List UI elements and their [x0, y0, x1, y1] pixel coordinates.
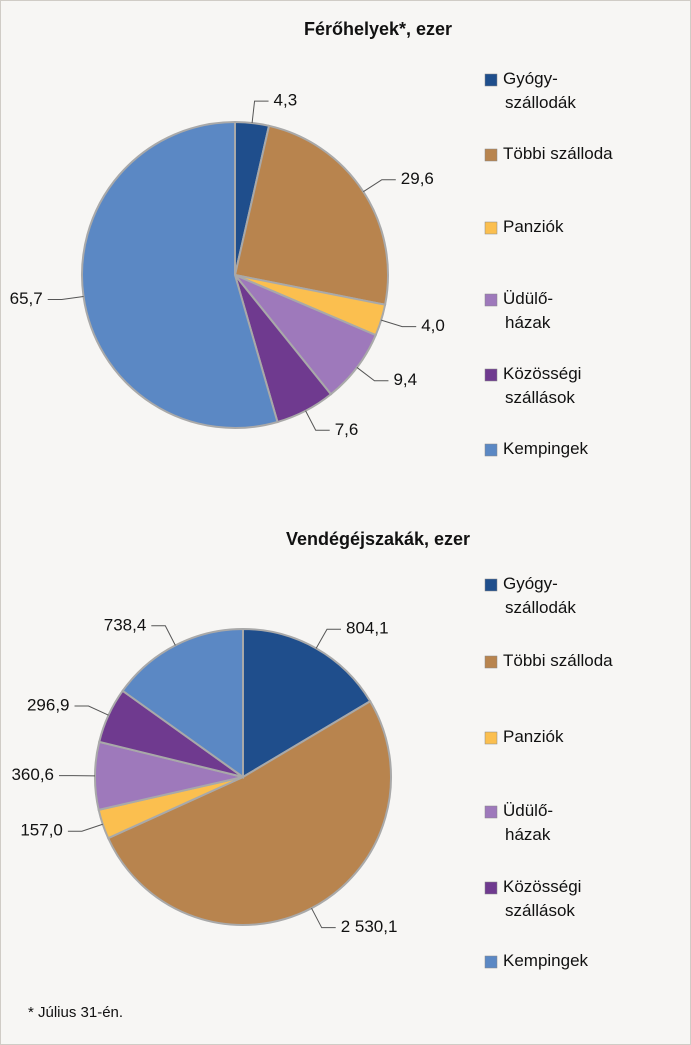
- data-label: 296,9: [27, 696, 70, 715]
- leader-line: [74, 705, 109, 716]
- legend-label: Kempingek: [503, 951, 589, 970]
- leader-line: [251, 100, 269, 124]
- legend-swatch: [484, 731, 498, 745]
- chart-title: Férőhelyek*, ezer: [304, 19, 452, 39]
- data-label: 738,4: [104, 615, 147, 634]
- legend-swatch: [484, 578, 498, 592]
- legend-swatch: [484, 443, 498, 457]
- legend-label: Közösségi szállások: [503, 877, 581, 920]
- leader-line: [305, 410, 330, 431]
- legend-label: Közösségi szállások: [503, 364, 581, 407]
- pie-slice: [121, 627, 244, 779]
- legend-swatch: [484, 881, 498, 895]
- data-label: 2 530,1: [341, 917, 398, 936]
- leader-line: [311, 907, 336, 929]
- legend-label: Gyógy-szállodák: [503, 574, 576, 617]
- legend-swatch: [484, 293, 498, 307]
- leader-line: [363, 179, 396, 193]
- legend-label: Üdülő-házak: [503, 289, 553, 332]
- legend-swatch: [484, 368, 498, 382]
- legend-label: Többi szálloda: [503, 144, 613, 163]
- pie-slice: [242, 627, 372, 779]
- data-label: 7,6: [335, 420, 359, 439]
- legend-swatch: [484, 805, 498, 819]
- legend-label: Panziók: [503, 217, 564, 236]
- legend-label: Üdülő-házak: [503, 801, 553, 844]
- legend-swatch: [484, 655, 498, 669]
- legend-label: Panziók: [503, 727, 564, 746]
- legend-label: Kempingek: [503, 439, 589, 458]
- legend-swatch: [484, 73, 498, 87]
- chart-title: Vendégéjszakák, ezer: [286, 529, 470, 549]
- leader-line: [67, 823, 103, 832]
- leader-line: [356, 367, 389, 382]
- footnote: * Július 31-én.: [28, 1004, 123, 1021]
- legend-swatch: [484, 955, 498, 969]
- leader-line: [381, 319, 417, 328]
- data-label: 157,0: [20, 821, 63, 840]
- legend-swatch: [484, 148, 498, 162]
- legend-label: Gyógy-szállodák: [503, 69, 576, 112]
- pie-slice: [233, 124, 389, 306]
- data-label: 9,4: [393, 370, 417, 389]
- pie-slice: [81, 120, 279, 429]
- data-label: 65,7: [10, 289, 43, 308]
- legend-label: Többi szálloda: [503, 651, 613, 670]
- data-label: 804,1: [346, 619, 389, 638]
- legend-swatch: [484, 221, 498, 235]
- data-label: 360,6: [11, 765, 54, 784]
- data-label: 4,0: [421, 316, 445, 335]
- leader-line: [151, 625, 176, 646]
- data-label: 29,6: [401, 169, 434, 188]
- leader-line: [47, 295, 84, 301]
- data-label: 4,3: [274, 91, 298, 110]
- leader-line: [315, 628, 342, 649]
